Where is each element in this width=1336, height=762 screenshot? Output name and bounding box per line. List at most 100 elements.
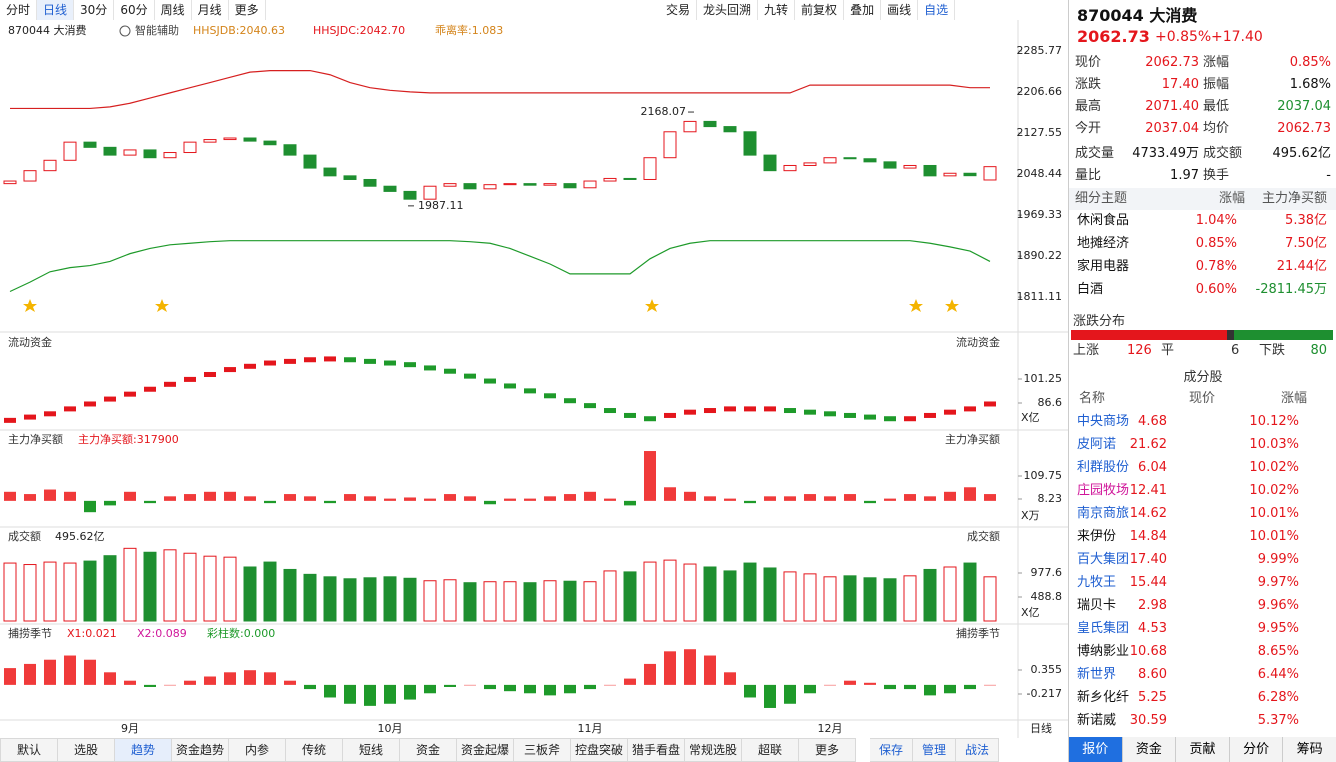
bottom-tab[interactable]: 超联: [742, 738, 799, 762]
stock-price: 8.60: [1138, 667, 1167, 682]
right-tab[interactable]: 贡献: [1175, 737, 1229, 762]
theme-name: 白酒: [1077, 282, 1104, 297]
toolbar-button[interactable]: 九转: [758, 0, 796, 20]
hhsjdc: HHSJDC:2042.70: [313, 24, 405, 37]
toolbar-button[interactable]: 60分: [114, 0, 155, 20]
toolbar-button[interactable]: 周线: [155, 0, 192, 20]
stock-name: 新乡化纤: [1077, 690, 1130, 705]
toolbar-button[interactable]: 交易: [660, 0, 698, 20]
candle: [863, 158, 877, 163]
bar: [44, 659, 56, 685]
toolbar-button[interactable]: 前复权: [795, 0, 845, 20]
flow-dot: [84, 401, 96, 407]
bottom-tab[interactable]: 传统: [286, 738, 343, 762]
panel-title: 主力净买额: [8, 432, 63, 446]
volume-bar: [283, 568, 297, 622]
bar: [224, 672, 236, 685]
stock-pct: 10.01%: [1249, 506, 1299, 521]
bottom-tab[interactable]: 趋势: [115, 738, 172, 762]
volume-bar: [703, 566, 717, 622]
stock-pct: 9.96%: [1257, 598, 1299, 613]
toolbar-button[interactable]: 自选: [918, 0, 956, 20]
toolbar-button[interactable]: 更多: [229, 0, 266, 20]
bottom-tab[interactable]: 常规选股: [685, 738, 742, 762]
toolbar-button[interactable]: 30分: [74, 0, 115, 20]
bar: [964, 487, 976, 501]
bar: [204, 491, 216, 501]
ratio: 乖离率:1.083: [435, 23, 503, 37]
flow-dot: [664, 412, 676, 418]
toolbar-button[interactable]: 画线: [881, 0, 919, 20]
bar: [724, 498, 736, 501]
bottom-action[interactable]: 管理: [913, 738, 956, 762]
bar: [404, 684, 416, 700]
bar: [544, 684, 556, 696]
bar: [84, 659, 96, 685]
right-tab[interactable]: 分价: [1228, 737, 1283, 762]
flow-dot: [484, 378, 496, 384]
assist-label[interactable]: 智能辅助: [135, 23, 179, 37]
quote-label: 最低: [1203, 99, 1230, 114]
flow-dot: [284, 358, 296, 364]
quote-label: 振幅: [1203, 77, 1230, 92]
bar: [904, 684, 916, 690]
upper-band: [10, 69, 990, 110]
bottom-tab[interactable]: 更多: [799, 738, 856, 762]
right-tab[interactable]: 筹码: [1282, 737, 1336, 762]
bottom-tab[interactable]: 短线: [343, 738, 400, 762]
bottom-tab[interactable]: 选股: [58, 738, 115, 762]
bottom-tab[interactable]: 猎手看盘: [628, 738, 685, 762]
flow-dot: [904, 416, 916, 422]
bottom-action[interactable]: 战法: [956, 738, 999, 762]
constituent-row: 中央商场 4.68 10.12%: [1075, 411, 1333, 433]
bottom-tab[interactable]: 默认: [0, 738, 58, 762]
toolbar-button[interactable]: 日线: [37, 0, 75, 20]
toolbar-button[interactable]: 龙头回溯: [697, 0, 759, 20]
bar: [944, 684, 956, 694]
bottom-tab[interactable]: 三板斧: [514, 738, 571, 762]
volume-bar: [503, 581, 517, 622]
flow-dot: [264, 360, 276, 366]
panel-title-right: 成交额: [967, 529, 1000, 543]
flow-dot: [4, 417, 16, 423]
bar: [464, 496, 476, 501]
volume-bar: [363, 577, 377, 622]
volume-bar: [183, 552, 197, 622]
bottom-tab[interactable]: 内参: [229, 738, 286, 762]
bar: [384, 498, 396, 501]
bottom-action[interactable]: 保存: [870, 738, 913, 762]
theme-name: 地摊经济: [1077, 236, 1130, 251]
right-tab[interactable]: 资金: [1121, 737, 1176, 762]
quote-value: -: [1326, 168, 1331, 183]
header-cell: 涨幅: [1281, 391, 1308, 406]
bottom-tab[interactable]: 控盘突破: [571, 738, 628, 762]
stock-price: 5.25: [1138, 690, 1167, 705]
bottom-tab[interactable]: 资金起爆: [457, 738, 514, 762]
toolbar-button[interactable]: 叠加: [844, 0, 882, 20]
bar: [344, 684, 356, 704]
flow-dot: [204, 371, 216, 377]
quote-value: 2037.04: [1145, 121, 1199, 136]
candle: [223, 137, 237, 141]
candle: [183, 141, 197, 154]
flow-dot: [504, 383, 516, 389]
volume-bar: [883, 578, 897, 622]
bar: [164, 496, 176, 501]
constituent-row: 博纳影业 10.68 8.65%: [1075, 641, 1333, 663]
flow-dot: [884, 416, 896, 422]
bar: [404, 497, 416, 501]
quote-panel: 870044 大消费 2062.73 +0.85% +17.40 现价 2062.73 涨幅…: [1068, 0, 1336, 762]
toolbar-button[interactable]: 月线: [192, 0, 229, 20]
assist-icon[interactable]: [119, 25, 131, 37]
volume-bar: [223, 556, 237, 622]
right-tab[interactable]: 报价: [1068, 737, 1122, 762]
candle: [323, 167, 337, 177]
bottom-tab[interactable]: 资金趋势: [172, 738, 229, 762]
stock-pct: 9.95%: [1257, 621, 1299, 636]
theme-row: 家用电器 0.78% 21.44亿: [1075, 256, 1333, 278]
volume-bar: [963, 562, 977, 622]
toolbar-button[interactable]: 分时: [0, 0, 38, 20]
bar: [24, 663, 36, 685]
bottom-tab[interactable]: 资金: [400, 738, 457, 762]
volume-bar: [743, 562, 757, 622]
